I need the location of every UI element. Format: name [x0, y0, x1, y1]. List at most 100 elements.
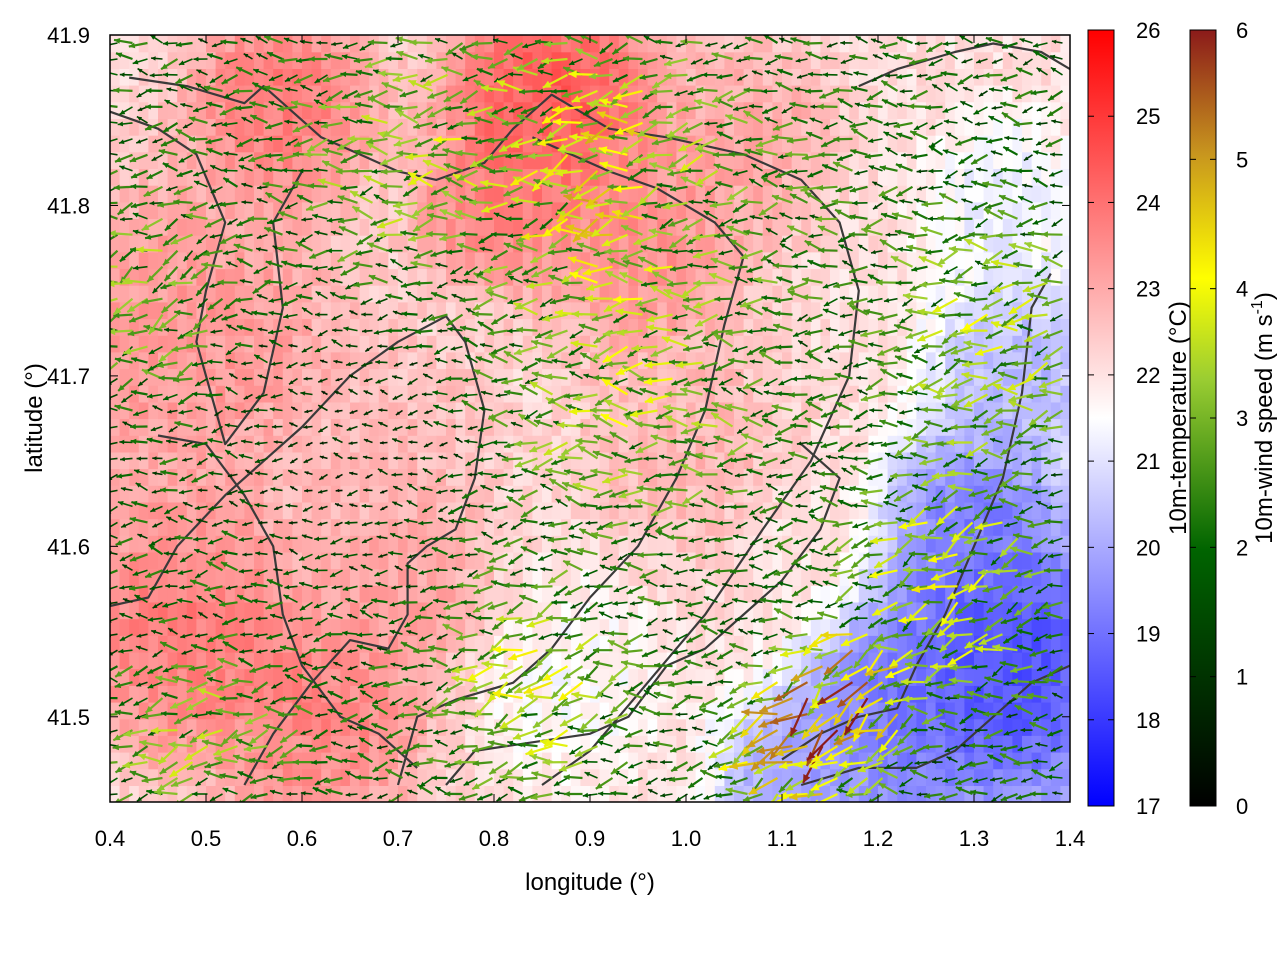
- heatmap-cell: [734, 501, 745, 520]
- heatmap-cell: [830, 68, 841, 86]
- heatmap-cell: [935, 735, 946, 753]
- heatmap-cell: [638, 785, 649, 802]
- wind-arrow-head: [114, 682, 122, 689]
- wind-arrow: [116, 473, 133, 479]
- heatmap-cell: [234, 118, 245, 136]
- heatmap-cell: [897, 768, 908, 786]
- heatmap-cell: [474, 752, 485, 770]
- heatmap-cell: [426, 151, 437, 169]
- heatmap-cell: [282, 635, 293, 653]
- heatmap-cell: [993, 702, 1004, 720]
- heatmap-cell: [494, 285, 505, 303]
- wind-arrow: [122, 597, 133, 604]
- heatmap-cell: [849, 485, 860, 503]
- heatmap-cell: [532, 735, 543, 753]
- heatmap-cell: [906, 168, 917, 186]
- heatmap-cell: [225, 618, 236, 636]
- heatmap-cell: [1012, 335, 1023, 353]
- heatmap-cell: [945, 635, 956, 653]
- heatmap-cell: [254, 35, 265, 53]
- heatmap-cell: [686, 385, 697, 403]
- heatmap-cell: [714, 351, 725, 370]
- heatmap-cell: [695, 351, 706, 370]
- heatmap-cell: [1012, 201, 1023, 219]
- heatmap-cell: [398, 268, 409, 286]
- heatmap-cell: [1050, 268, 1061, 286]
- heatmap-cell: [561, 318, 572, 336]
- heatmap-cell: [186, 468, 197, 486]
- heatmap-cell: [244, 268, 255, 286]
- heatmap-cell: [398, 285, 409, 303]
- heatmap-cell: [657, 601, 668, 620]
- heatmap-cell: [244, 485, 255, 503]
- heatmap-cell: [148, 185, 159, 203]
- heatmap-cell: [868, 485, 879, 503]
- heatmap-cell: [762, 218, 773, 236]
- heatmap-cell: [129, 85, 140, 103]
- heatmap-cell: [561, 251, 572, 270]
- heatmap-cell: [330, 668, 341, 686]
- heatmap-cell: [522, 35, 533, 53]
- heatmap-cell: [426, 418, 437, 436]
- heatmap-cell: [964, 351, 975, 370]
- heatmap-cell: [522, 485, 533, 503]
- heatmap-cell: [378, 735, 389, 753]
- heatmap-cell: [638, 685, 649, 703]
- heatmap-cell: [820, 268, 831, 286]
- heatmap-cell: [215, 735, 226, 753]
- heatmap-cell: [321, 685, 332, 703]
- heatmap-cell: [551, 451, 562, 470]
- heatmap-cell: [369, 101, 380, 119]
- heatmap-cell: [1002, 251, 1013, 270]
- heatmap-cell: [522, 635, 533, 653]
- heatmap-cell: [215, 685, 226, 703]
- heatmap-cell: [1022, 301, 1033, 320]
- heatmap-cell: [158, 68, 169, 86]
- heatmap-cell: [618, 752, 629, 770]
- heatmap-cell: [378, 651, 389, 670]
- heatmap-cell: [350, 285, 361, 303]
- heatmap-cell: [330, 235, 341, 253]
- wind-arrow-head: [132, 571, 139, 576]
- heatmap-cell: [436, 485, 447, 503]
- heatmap-cell: [1002, 501, 1013, 520]
- heatmap-cell: [542, 418, 553, 436]
- wind-arrow-head: [105, 743, 110, 748]
- heatmap-cell: [532, 168, 543, 186]
- wind-arrow: [114, 681, 133, 689]
- heatmap-cell: [609, 285, 620, 303]
- heatmap-cell: [254, 101, 265, 119]
- heatmap-cell: [311, 268, 322, 286]
- heatmap-cell: [417, 301, 428, 320]
- heatmap-cell: [849, 702, 860, 720]
- heatmap-cell: [465, 518, 476, 536]
- heatmap-cell: [609, 218, 620, 236]
- heatmap-cell: [321, 568, 332, 586]
- heatmap-cell: [330, 85, 341, 103]
- heatmap-cell: [398, 451, 409, 470]
- heatmap-cell: [330, 51, 341, 69]
- heatmap-cell: [522, 601, 533, 620]
- heatmap-cell: [753, 518, 764, 536]
- heatmap-cell: [810, 118, 821, 136]
- heatmap-cell: [407, 468, 418, 486]
- heatmap-cell: [858, 235, 869, 253]
- heatmap-cell: [935, 468, 946, 486]
- heatmap-cell: [138, 168, 149, 186]
- heatmap-cell: [110, 718, 121, 736]
- heatmap-cell: [1002, 635, 1013, 653]
- heatmap-cell: [657, 101, 668, 119]
- heatmap-cell: [542, 485, 553, 503]
- heatmap-cell: [1050, 601, 1061, 620]
- heatmap-cell: [964, 618, 975, 636]
- heatmap-cell: [119, 235, 130, 253]
- heatmap-cell: [599, 501, 610, 520]
- heatmap-cell: [148, 218, 159, 236]
- heatmap-cell: [311, 702, 322, 720]
- heatmap-cell: [330, 585, 341, 603]
- heatmap-cell: [455, 735, 466, 753]
- heatmap-cell: [868, 368, 879, 386]
- heatmap-cell: [618, 301, 629, 320]
- heatmap-cell: [762, 118, 773, 136]
- heatmap-cell: [782, 651, 793, 670]
